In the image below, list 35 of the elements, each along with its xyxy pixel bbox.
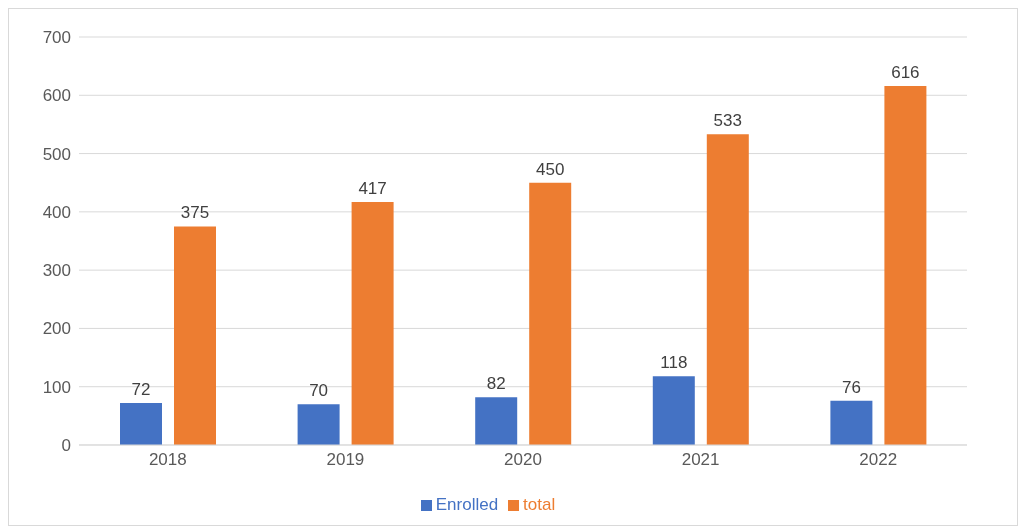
x-tick-label: 2021 [681, 450, 720, 470]
data-label: 616 [891, 62, 920, 82]
x-tick-label: 2022 [859, 450, 898, 470]
data-label: 72 [131, 380, 151, 400]
data-label: 76 [841, 377, 861, 397]
data-label: 417 [358, 178, 387, 198]
data-label: 70 [309, 381, 329, 401]
x-tick-label: 2019 [326, 450, 365, 470]
y-tick-label: 500 [42, 144, 71, 164]
y-tick-label: 200 [42, 319, 71, 339]
bar [652, 376, 695, 445]
data-label: 533 [713, 111, 742, 131]
y-tick-label: 600 [42, 86, 71, 106]
y-tick-label: 400 [42, 202, 71, 222]
y-tick-label: 100 [42, 377, 71, 397]
bar [297, 404, 340, 445]
x-tick-label: 2020 [504, 450, 542, 470]
bar [706, 134, 749, 445]
bar [830, 400, 873, 445]
data-label: 450 [536, 159, 565, 179]
y-tick-label: 700 [42, 28, 71, 48]
legend-label: Enrolled [435, 495, 499, 514]
data-label: 82 [486, 374, 506, 394]
legend-label: total [523, 495, 556, 514]
data-label: 118 [660, 353, 688, 373]
x-tick-label: 2018 [148, 450, 187, 470]
bar [884, 85, 927, 445]
bar [120, 403, 162, 445]
y-tick-label: 300 [42, 261, 71, 281]
bar [475, 397, 518, 445]
data-label: 375 [180, 203, 210, 223]
y-tick-label: 0 [61, 436, 71, 456]
bar [529, 182, 572, 445]
bar [174, 226, 216, 445]
bar [351, 201, 394, 445]
